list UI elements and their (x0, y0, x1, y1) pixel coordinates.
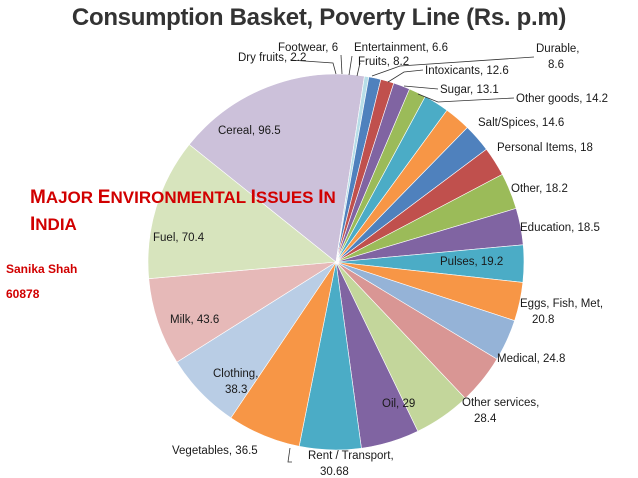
data-label-vegetables: Vegetables, 36.5 (172, 445, 258, 457)
data-label-intoxicants: Intoxicants, 12.6 (425, 65, 509, 77)
slices-layer (147, 73, 525, 451)
data-label-milk: Milk, 43.6 (170, 314, 219, 326)
title-word-ssues: SSUES (255, 188, 319, 207)
data-label-fuel: Fuel, 70.4 (153, 232, 205, 244)
author-name: Sanika Shah (6, 262, 78, 276)
title-initial-m: M (30, 187, 46, 208)
leaders-layer (287, 54, 535, 463)
author-id: 60878 (6, 287, 40, 301)
pie-slice-fuel (147, 144, 337, 279)
title-initial-i: I (250, 187, 256, 208)
leader-line-other-goods (417, 93, 515, 103)
data-label-footwear: Footwear, 6 (278, 42, 338, 54)
data-label-medical: Medical, 24.8 (497, 353, 565, 365)
labels-layer: Durable, 8.6 Intoxicants, 12.6 Sugar, 13.1 O… (153, 42, 608, 478)
data-label-durable: Durable, 8.6 (536, 43, 579, 71)
title-initial-india: I (30, 214, 36, 235)
data-label-other-services: Other services, 28.4 (462, 397, 539, 425)
data-label-eggs-fish-met: Eggs, Fish, Met, 20.8 (520, 298, 603, 326)
leader-line-footwear (340, 54, 343, 75)
title-initial-e: E (97, 187, 111, 208)
data-label-salt-spices: Salt/Spices, 14.6 (478, 117, 564, 129)
data-label-personal-items: Personal Items, 18 (497, 142, 593, 154)
data-label-other-goods: Other goods, 14.2 (516, 93, 608, 105)
data-label-sugar: Sugar, 13.1 (440, 84, 499, 96)
data-label-rent-transport: Rent / Transport, 30.68 (308, 450, 394, 478)
title-word-n: N (323, 188, 336, 207)
leader-line-sugar (403, 85, 439, 90)
data-label-dry-fruits: Dry fruits, 2.2 (238, 52, 306, 64)
title-word-nvironmental: NVIRONMENTAL (110, 188, 251, 207)
title-word-ajor: AJOR (45, 188, 98, 207)
slide-title-line-2: INDIA (30, 211, 336, 238)
leader-line-fruits (356, 62, 361, 77)
slide-title: MAJOR ENVIRONMENTAL ISSUES IN INDIA (30, 184, 336, 238)
pie-slice-cereal (188, 73, 365, 263)
data-label-fruits: Fruits, 8.2 (358, 56, 409, 68)
data-label-education: Education, 18.5 (520, 222, 600, 234)
data-label-oil: Oil, 29 (382, 398, 415, 410)
leader-line-rent-transport (287, 447, 292, 463)
slide-title-line-1: MAJOR ENVIRONMENTAL ISSUES IN (30, 184, 336, 211)
data-label-clothing: Clothing, 38.3 (213, 368, 258, 396)
leader-line-entertainment (348, 55, 353, 76)
data-label-pulses: Pulses, 19.2 (440, 256, 503, 268)
data-label-other: Other, 18.2 (511, 183, 568, 195)
pie-slice-fruits (335, 82, 410, 263)
title-word-ndia: NDIA (35, 215, 77, 234)
title-initial-i2: I (318, 187, 324, 208)
data-label-entertainment: Entertainment, 6.6 (354, 42, 448, 54)
leader-line-durable (371, 56, 535, 77)
leader-line-dry-fruits (289, 59, 337, 75)
leader-line-intoxicants (387, 69, 424, 83)
data-label-cereal: Cereal, 96.5 (218, 125, 281, 137)
chart-title: Consumption Basket, Poverty Line (Rs. p.… (71, 4, 567, 31)
